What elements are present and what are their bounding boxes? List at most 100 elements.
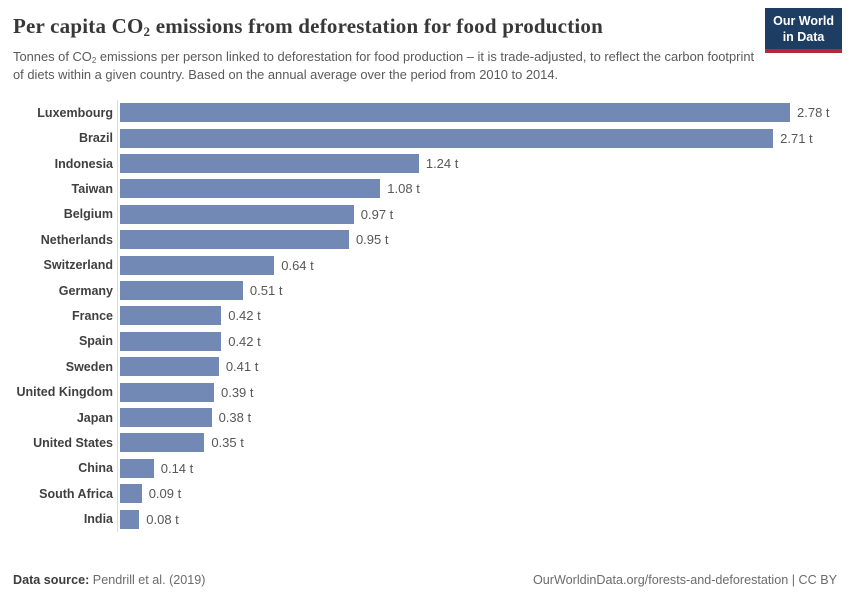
value-label: 2.71 t [780, 130, 813, 146]
value-label: 0.14 t [160, 460, 194, 476]
page-title: Per capita CO2 emissions from deforestat… [13, 14, 760, 39]
bar [120, 509, 140, 529]
title-subscript: 2 [143, 24, 151, 40]
bar-track: 0.97 t [117, 201, 850, 228]
bar [120, 357, 219, 377]
category-label: China [78, 461, 113, 476]
chart-row: Switzerland 0.64 t [13, 252, 850, 278]
chart-row: Indonesia 1.24 t [13, 150, 850, 177]
bar-track: 0.95 t [117, 227, 850, 253]
chart-header: Per capita CO2 emissions from deforestat… [0, 0, 850, 84]
chart-row: France 0.42 t [13, 303, 850, 329]
chart-rows: Luxembourg 2.78 t Brazil 2.71 t Indonesi… [13, 100, 850, 532]
chart-row: China 0.14 t [13, 455, 850, 481]
value-label: 0.97 t [360, 206, 394, 222]
category-label: Luxembourg [37, 105, 113, 120]
data-source-value: Pendrill et al. (2019) [89, 573, 206, 587]
bar-track: 0.42 t [117, 328, 850, 355]
chart-footer: Data source: Pendrill et al. (2019) OurW… [13, 573, 837, 587]
category-label: Taiwan [71, 181, 113, 196]
chart-row: United Kingdom 0.39 t [13, 379, 850, 405]
category-label: Spain [78, 334, 113, 349]
data-source-label: Data source: [13, 573, 90, 587]
value-label: 0.64 t [281, 257, 314, 273]
title-text-suffix: emissions from deforestation for food pr… [150, 14, 603, 38]
bar [120, 408, 212, 427]
category-label: United Kingdom [16, 385, 113, 400]
chart-row: Germany 0.51 t [13, 277, 850, 304]
bar-track: 0.38 t [117, 404, 850, 431]
bar-track: 2.71 t [117, 125, 850, 151]
category-label: Switzerland [43, 258, 113, 273]
bar [120, 154, 419, 174]
value-label: 0.39 t [220, 384, 254, 400]
category-label: Japan [76, 410, 113, 425]
category-label: France [72, 308, 113, 323]
value-label: 0.09 t [148, 486, 182, 502]
bar [120, 306, 222, 326]
bar [120, 382, 214, 402]
value-label: 0.41 t [225, 359, 259, 375]
chart-row: Belgium 0.97 t [13, 201, 850, 228]
chart-row: Brazil 2.71 t [13, 125, 850, 151]
chart-row: Taiwan 1.08 t [13, 176, 850, 202]
bar-track: 2.78 t [117, 100, 850, 126]
owid-logo-line2: in Data [782, 30, 825, 44]
bar-track: 0.14 t [117, 455, 850, 481]
bar [120, 204, 354, 224]
chart-row: Spain 0.42 t [13, 328, 850, 355]
bar [120, 255, 275, 275]
bar-track: 0.08 t [117, 506, 850, 532]
bar [120, 281, 243, 301]
bar [120, 433, 205, 453]
category-label: Sweden [65, 359, 113, 374]
owid-url-link[interactable]: OurWorldinData.org/forests-and-deforesta… [532, 573, 837, 587]
bar [120, 331, 222, 351]
subtitle-text: Tonnes of CO [13, 49, 92, 64]
value-label: 0.95 t [355, 232, 389, 248]
bar [120, 103, 790, 123]
chart-row: South Africa 0.09 t [13, 480, 850, 507]
owid-logo[interactable]: Our World in Data [765, 8, 842, 53]
chart-row: Sweden 0.41 t [13, 354, 850, 380]
bar-track: 0.39 t [117, 379, 850, 405]
bar-track: 0.35 t [117, 430, 850, 456]
bar-chart: Luxembourg 2.78 t Brazil 2.71 t Indonesi… [13, 100, 850, 532]
chart-row: United States 0.35 t [13, 430, 850, 456]
value-label: 0.35 t [211, 435, 244, 451]
subtitle-text-suffix: emissions per person linked to deforesta… [13, 49, 755, 83]
bar-track: 0.09 t [117, 480, 850, 507]
bar [120, 230, 349, 250]
chart-row: India 0.08 t [13, 506, 850, 532]
title-text: Per capita CO [13, 14, 144, 38]
value-label: 0.08 t [146, 511, 179, 527]
category-label: Belgium [63, 207, 113, 222]
value-label: 0.42 t [228, 308, 261, 324]
chart-row: Netherlands 0.95 t [13, 227, 850, 253]
category-label: Netherlands [40, 232, 113, 247]
bar-track: 0.42 t [117, 303, 850, 329]
chart-subtitle: Tonnes of CO2 emissions per person linke… [13, 48, 760, 84]
bar [120, 128, 774, 148]
value-label: 1.24 t [425, 156, 459, 172]
category-label: India [83, 512, 113, 527]
value-label: 2.78 t [797, 105, 830, 121]
category-label: Indonesia [54, 156, 113, 171]
bar-track: 1.08 t [117, 176, 850, 202]
bar-track: 1.24 t [117, 150, 850, 177]
bar-track: 0.41 t [117, 354, 850, 380]
owid-logo-line1: Our World [773, 14, 834, 28]
bar-track: 0.51 t [117, 277, 850, 304]
chart-row: Luxembourg 2.78 t [13, 100, 850, 126]
value-label: 1.08 t [387, 181, 420, 197]
bar-track: 0.64 t [117, 252, 850, 278]
value-label: 0.38 t [218, 410, 252, 425]
subtitle-subscript: 2 [91, 55, 97, 65]
bar [120, 484, 142, 504]
chart-row: Japan 0.38 t [13, 404, 850, 431]
category-label: United States [33, 435, 113, 450]
category-label: Brazil [78, 131, 113, 146]
data-source: Data source: Pendrill et al. (2019) [13, 573, 206, 587]
bar [120, 458, 154, 478]
category-label: Germany [58, 283, 113, 298]
